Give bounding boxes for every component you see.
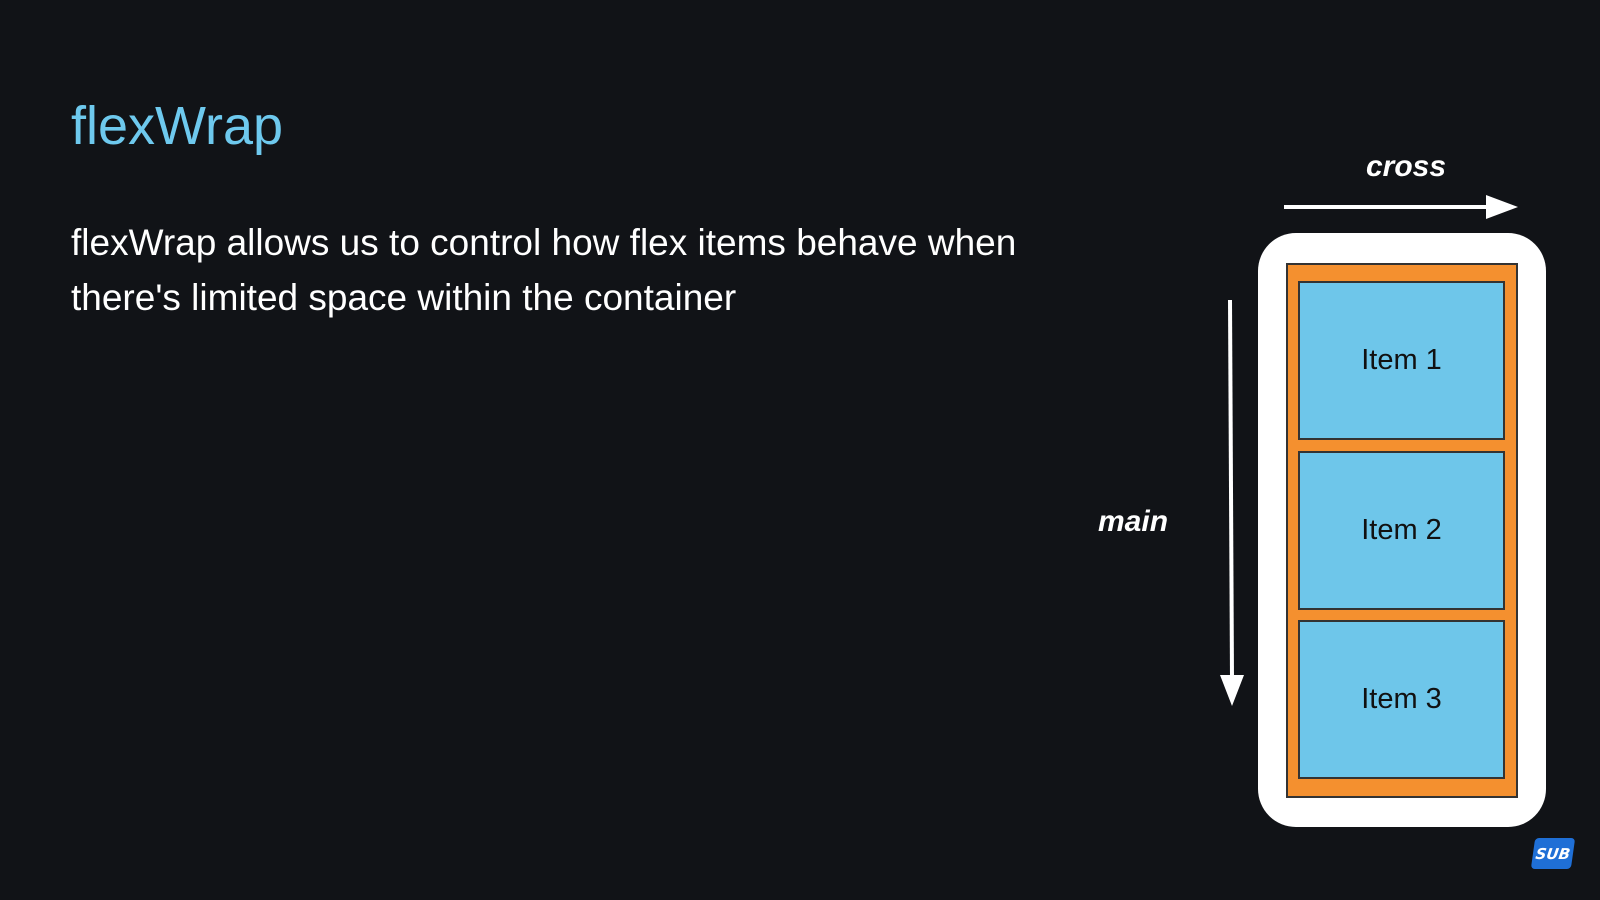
flex-item-2: Item 2 xyxy=(1298,451,1505,610)
cross-axis-label: cross xyxy=(1366,150,1447,183)
flex-item-3: Item 3 xyxy=(1298,620,1505,779)
slide-title: flexWrap xyxy=(71,96,284,156)
subscribe-badge[interactable]: SUB xyxy=(1530,838,1576,869)
main-axis-arrow xyxy=(1220,299,1244,706)
slide-body-text: flexWrap allows us to control how flex i… xyxy=(71,222,1017,318)
cross-axis-arrow xyxy=(1284,195,1518,219)
flex-item-1: Item 1 xyxy=(1298,281,1505,440)
main-axis-label: main xyxy=(1098,505,1169,538)
